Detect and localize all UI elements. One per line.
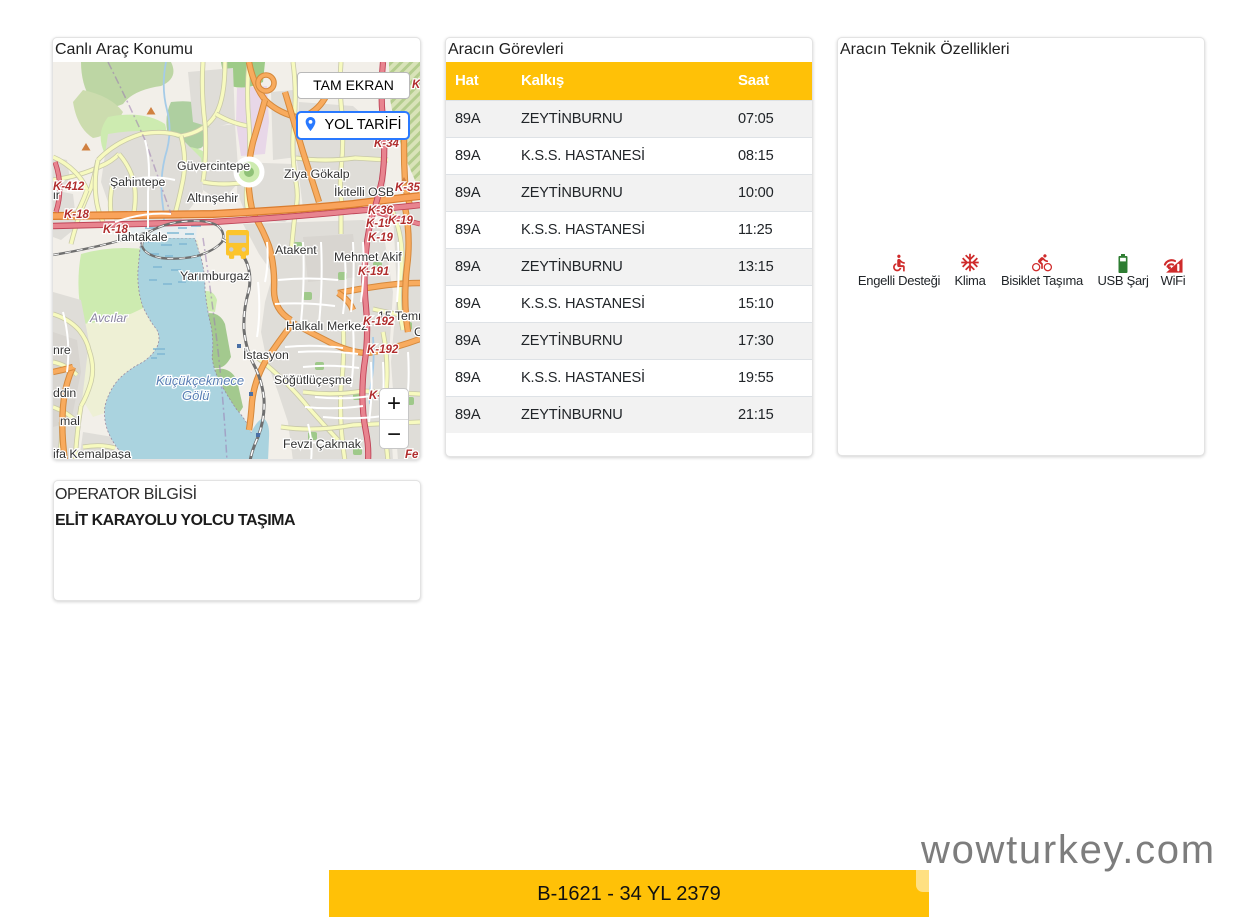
svg-text:Şahintepe: Şahintepe bbox=[110, 175, 166, 189]
svg-text:K-19: K-19 bbox=[366, 218, 392, 230]
svg-text:Yarımburgaz: Yarımburgaz bbox=[180, 269, 249, 283]
svg-text:ir: ir bbox=[53, 188, 60, 202]
svg-text:K-36: K-36 bbox=[368, 205, 394, 217]
svg-text:Ziya Gökalp: Ziya Gökalp bbox=[284, 167, 350, 181]
svg-text:K-34: K-34 bbox=[374, 138, 400, 150]
svg-text:Kı: Kı bbox=[412, 79, 420, 91]
svg-text:Mehmet Akif: Mehmet Akif bbox=[334, 250, 402, 264]
svg-text:mal: mal bbox=[60, 414, 80, 428]
svg-text:K-191: K-191 bbox=[358, 266, 389, 278]
svg-text:15 Temm: 15 Temm bbox=[378, 309, 420, 323]
svg-text:K-35: K-35 bbox=[395, 182, 420, 194]
svg-text:Fevzi Çakmak: Fevzi Çakmak bbox=[283, 437, 362, 451]
svg-text:Fe: Fe bbox=[405, 449, 419, 459]
svg-text:K-19: K-19 bbox=[368, 232, 394, 244]
svg-text:ddin: ddin bbox=[53, 386, 76, 400]
svg-text:Küçükçekmece: Küçükçekmece bbox=[156, 373, 244, 388]
svg-text:K-192: K-192 bbox=[363, 316, 395, 328]
svg-text:C: C bbox=[414, 325, 420, 339]
svg-text:Tahtakale: Tahtakale bbox=[115, 230, 168, 244]
svg-text:Gölü: Gölü bbox=[182, 388, 209, 403]
svg-text:K-412: K-412 bbox=[53, 181, 85, 193]
svg-text:Söğütlüçeşme: Söğütlüçeşme bbox=[274, 373, 352, 387]
svg-text:Atakent: Atakent bbox=[275, 243, 317, 257]
svg-text:İstasyon: İstasyon bbox=[243, 348, 289, 362]
svg-text:Avcılar: Avcılar bbox=[89, 311, 128, 325]
svg-text:Halkalı Merkez: Halkalı Merkez bbox=[286, 319, 367, 333]
svg-text:nre: nre bbox=[53, 343, 71, 357]
svg-text:K-192: K-192 bbox=[367, 344, 399, 356]
svg-text:K-: K- bbox=[369, 390, 381, 402]
svg-text:İkitelli OSB: İkitelli OSB bbox=[334, 185, 394, 199]
svg-text:Altınşehir: Altınşehir bbox=[187, 191, 238, 205]
svg-text:K-19: K-19 bbox=[388, 215, 414, 227]
svg-text:K-18: K-18 bbox=[64, 209, 90, 221]
svg-text:ifa Kemalpaşa: ifa Kemalpaşa bbox=[53, 447, 131, 459]
svg-text:Güvercintepe: Güvercintepe bbox=[177, 159, 250, 173]
svg-text:K-18: K-18 bbox=[103, 224, 129, 236]
